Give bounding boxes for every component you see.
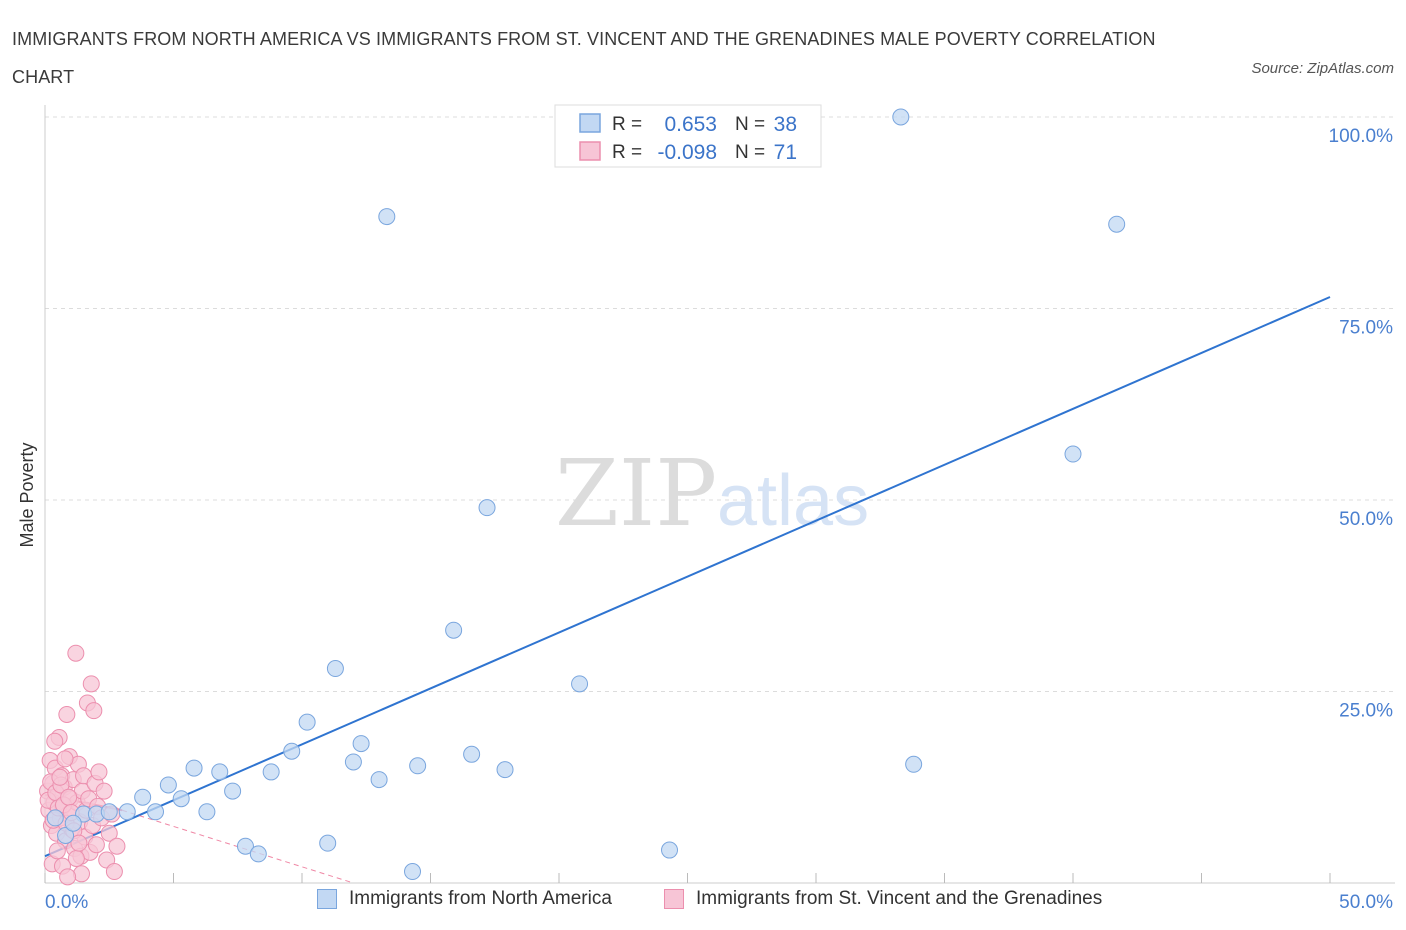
x-tick-label: 50.0%: [1339, 892, 1393, 913]
data-point-north-america: [1108, 215, 1126, 233]
series-st-vincent-points: [39, 644, 126, 886]
legend-r-value-2: -0.098: [657, 141, 717, 164]
data-point-north-america: [409, 757, 427, 775]
data-point-north-america: [57, 827, 75, 845]
tick-labels: 100.0% 75.0% 50.0% 25.0% 0.0% 50.0%: [45, 126, 1393, 913]
data-point-north-america: [892, 108, 910, 126]
legend-swatch-pink: [579, 141, 601, 161]
y-tick-label: 75.0%: [1339, 318, 1393, 339]
legend-n-label-2: N =: [735, 142, 765, 163]
trend-line-north-america: [44, 296, 1331, 858]
data-point-st-vincent: [82, 675, 100, 693]
data-point-st-vincent: [46, 732, 64, 750]
series-north-america-points: [46, 108, 1126, 881]
data-point-st-vincent: [87, 836, 105, 854]
legend-r-label-1: R =: [612, 114, 642, 135]
data-point-north-america: [344, 753, 362, 771]
data-point-north-america: [496, 761, 514, 779]
data-point-st-vincent: [100, 824, 118, 842]
watermark-zip: ZIP: [555, 440, 717, 547]
data-point-north-america: [100, 803, 118, 821]
data-point-north-america: [319, 834, 337, 852]
legend-n-value-2: 71: [774, 141, 797, 164]
data-point-north-america: [159, 776, 177, 794]
bottom-legend: Immigrants from North America Immigrants…: [0, 888, 1406, 918]
legend-r-label-2: R =: [612, 142, 642, 163]
data-point-st-vincent: [67, 644, 85, 662]
data-point-north-america: [134, 788, 152, 806]
y-tick-label: 100.0%: [1329, 126, 1394, 147]
data-point-north-america: [46, 809, 64, 827]
data-point-north-america: [571, 675, 589, 693]
x-tick-label: 0.0%: [45, 892, 88, 913]
data-point-st-vincent: [90, 763, 108, 781]
data-point-st-vincent: [85, 702, 103, 720]
stats-legend: R = 0.653 N = 38 R = -0.098 N = 71: [554, 104, 822, 168]
data-point-north-america: [326, 660, 344, 678]
data-point-st-vincent: [105, 863, 123, 881]
watermark-atlas: atlas: [717, 461, 869, 541]
data-point-north-america: [185, 759, 203, 777]
bottom-legend-label-north-america: Immigrants from North America: [349, 888, 612, 909]
data-point-st-vincent: [58, 705, 76, 723]
legend-n-label-1: N =: [735, 114, 765, 135]
data-point-st-vincent: [70, 834, 88, 852]
data-point-north-america: [404, 863, 422, 881]
data-point-st-vincent: [51, 768, 69, 786]
source-note: Source: ZipAtlas.com: [1251, 60, 1394, 77]
bottom-legend-item-north-america: Immigrants from North America: [317, 888, 612, 910]
data-point-st-vincent: [72, 865, 90, 883]
data-point-north-america: [478, 499, 496, 517]
data-point-north-america: [283, 742, 301, 760]
data-point-north-america: [463, 745, 481, 763]
data-point-north-america: [445, 621, 463, 639]
data-point-st-vincent: [108, 837, 126, 855]
data-point-st-vincent: [56, 750, 74, 768]
data-point-st-vincent: [60, 788, 78, 806]
data-point-north-america: [905, 755, 923, 773]
data-point-north-america: [249, 845, 267, 863]
data-point-st-vincent: [95, 782, 113, 800]
axes: [44, 105, 1395, 884]
data-point-north-america: [211, 763, 229, 781]
bottom-legend-item-st-vincent: Immigrants from St. Vincent and the Gren…: [664, 888, 1102, 910]
data-point-north-america: [224, 782, 242, 800]
data-point-st-vincent: [48, 842, 66, 860]
bottom-legend-label-st-vincent: Immigrants from St. Vincent and the Gren…: [696, 888, 1103, 909]
data-point-north-america: [298, 713, 316, 731]
y-tick-label: 25.0%: [1339, 701, 1393, 722]
grid-lines: [45, 116, 1395, 692]
watermark: ZIP atlas: [555, 440, 869, 547]
data-point-north-america: [198, 803, 216, 821]
legend-n-value-1: 38: [774, 113, 797, 136]
data-point-north-america: [352, 735, 370, 753]
data-point-north-america: [236, 837, 254, 855]
data-point-north-america: [1064, 445, 1082, 463]
data-point-north-america: [118, 803, 136, 821]
legend-r-value-1: 0.653: [664, 113, 717, 136]
data-point-st-vincent: [67, 849, 85, 867]
y-axis-label: Male Poverty: [17, 442, 37, 547]
data-point-north-america: [370, 771, 388, 789]
chart-title: IMMIGRANTS FROM NORTH AMERICA VS IMMIGRA…: [12, 29, 1156, 87]
bottom-legend-swatch-blue: [317, 889, 337, 909]
y-tick-label: 50.0%: [1339, 509, 1393, 530]
data-point-north-america: [147, 803, 165, 821]
data-point-north-america: [378, 208, 396, 226]
data-point-north-america: [64, 814, 82, 832]
data-point-north-america: [661, 841, 679, 859]
data-point-north-america: [172, 790, 190, 808]
data-point-north-america: [262, 763, 280, 781]
bottom-legend-swatch-pink: [664, 889, 684, 909]
data-point-st-vincent: [59, 868, 77, 886]
legend-swatch-blue: [579, 113, 601, 133]
